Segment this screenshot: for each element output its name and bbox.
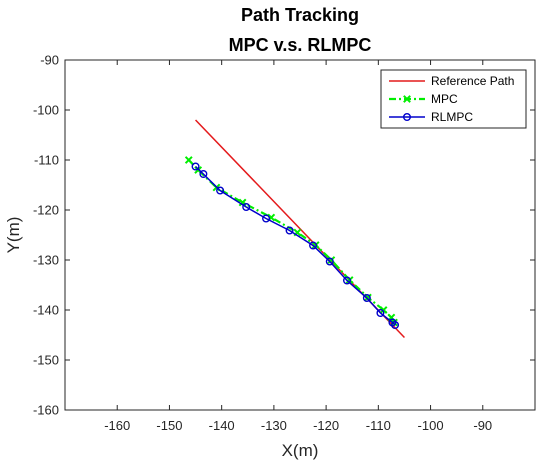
y-tick-label: -130: [33, 253, 59, 268]
x-tick-label: -100: [418, 418, 444, 433]
data-point-rlmpc: [216, 186, 225, 195]
series-layer: [184, 119, 405, 339]
y-axis-label: Y(m): [4, 217, 23, 254]
x-tick-label: -140: [209, 418, 235, 433]
y-tick-label: -150: [33, 353, 59, 368]
legend-label-mpc: MPC: [431, 92, 458, 106]
data-point-rlmpc: [391, 321, 400, 330]
y-tick-label: -120: [33, 203, 59, 218]
x-tick-label: -150: [156, 418, 182, 433]
x-axis-ticks: -160 -150 -140 -130 -120 -110 -100 -90: [104, 60, 492, 433]
y-tick-label: -100: [33, 103, 59, 118]
x-tick-label: -90: [473, 418, 492, 433]
data-point-rlmpc: [191, 162, 200, 171]
y-tick-label: -160: [33, 403, 59, 418]
data-point-rlmpc: [285, 226, 294, 235]
x-axis-label: X(m): [282, 441, 319, 460]
data-point-rlmpc: [309, 241, 318, 250]
x-tick-label: -120: [313, 418, 339, 433]
legend: Reference Path MPC RLMPC: [380, 69, 527, 129]
legend-marker-rlmpc: [403, 112, 412, 121]
x-tick-label: -160: [104, 418, 130, 433]
data-point-rlmpc: [325, 257, 334, 266]
data-point-rlmpc: [343, 276, 352, 285]
data-point-rlmpc: [262, 214, 271, 223]
y-tick-label: -140: [33, 303, 59, 318]
legend-label-reference-path: Reference Path: [431, 74, 514, 88]
data-point-rlmpc: [199, 169, 208, 178]
data-point-rlmpc: [242, 202, 251, 211]
legend-label-rlmpc: RLMPC: [431, 110, 473, 124]
data-point-mpc: [184, 156, 193, 164]
chart-subtitle: MPC v.s. RLMPC: [229, 35, 372, 55]
legend-marker-mpc: [403, 95, 411, 103]
data-point-rlmpc: [362, 294, 371, 303]
y-tick-label: -90: [40, 53, 59, 68]
x-tick-label: -110: [366, 418, 391, 433]
x-tick-label: -130: [261, 418, 287, 433]
y-axis-ticks: -90 -100 -110 -120 -130 -140 -150 -160: [33, 53, 535, 418]
chart-title: Path Tracking: [241, 5, 359, 25]
series-line-rlmpc: [195, 165, 396, 326]
data-point-mpc: [379, 306, 388, 314]
y-tick-label: -110: [34, 153, 59, 168]
data-point-rlmpc: [376, 309, 385, 318]
